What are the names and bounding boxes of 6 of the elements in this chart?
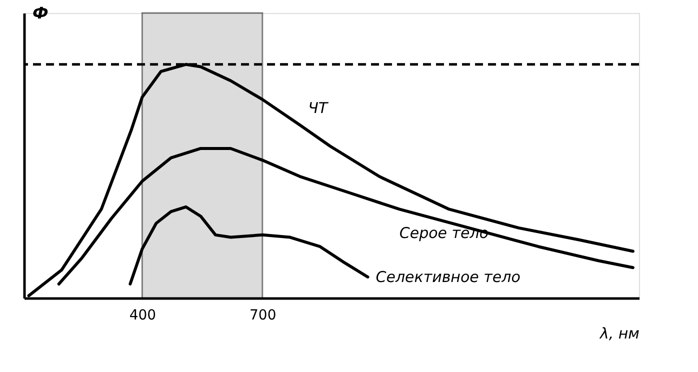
x-tick-label: 400: [129, 308, 156, 324]
x-tick-label: 700: [250, 308, 276, 324]
series-label: Селективное тело: [376, 268, 520, 286]
series-label: ЧТ: [308, 99, 330, 118]
x-axis-title: λ, нм: [598, 324, 640, 342]
y-axis-title: Ф: [32, 4, 48, 22]
